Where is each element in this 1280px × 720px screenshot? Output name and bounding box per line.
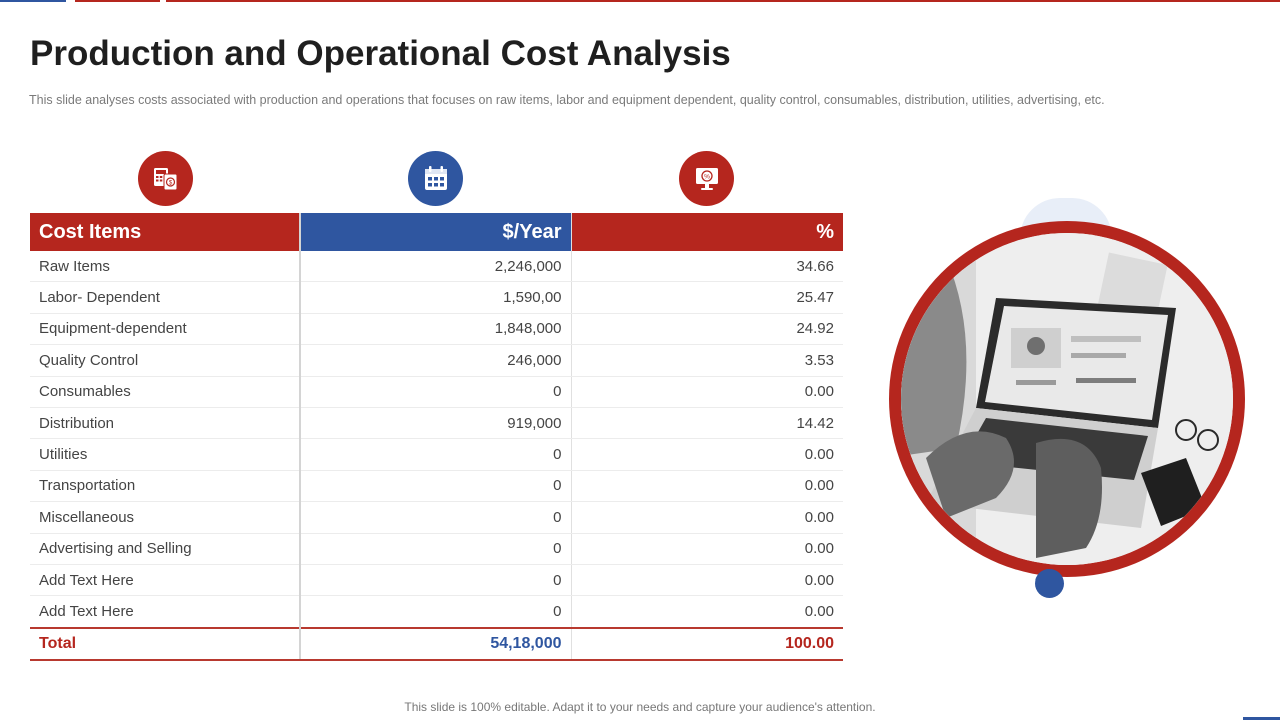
calculator-icon: $	[153, 167, 177, 190]
cost-year-value: 1,590,00	[300, 281, 572, 314]
cost-percent-value: 0.00	[571, 438, 843, 471]
cost-percent-value: 14.42	[571, 407, 843, 440]
cost-year-value: 1,848,000	[300, 313, 572, 346]
laptop-photo	[889, 221, 1245, 597]
header-percent: %	[571, 213, 843, 251]
top-bar-red-long	[166, 0, 1280, 2]
percent-monitor-icon-badge: %	[679, 151, 734, 206]
cost-item-label: Labor- Dependent	[30, 281, 301, 314]
cost-year-value: 0	[300, 564, 572, 597]
cost-item-label: Advertising and Selling	[30, 533, 301, 565]
cost-year-value: 0	[300, 470, 572, 503]
cost-table: Cost Items $/Year % Raw Items 2,246,000 34…	[30, 213, 843, 661]
top-accent-bars	[0, 0, 1280, 3]
cost-item-label: Consumables	[30, 376, 301, 408]
cost-percent-value: 0.00	[571, 533, 843, 565]
cost-year-value: 0	[300, 533, 572, 565]
page-title: Production and Operational Cost Analysis	[30, 34, 731, 73]
cost-item-label: Add Text Here	[30, 564, 301, 597]
svg-text:%: %	[704, 173, 710, 180]
header-cost-items: Cost Items	[30, 213, 301, 251]
table-row: Labor- Dependent 1,590,00 25.47	[30, 281, 843, 314]
table-row: Utilities 0 0.00	[30, 438, 843, 471]
calculator-icon-badge: $	[138, 151, 193, 206]
table-row: Add Text Here 0 0.00	[30, 595, 843, 629]
table-header-row: Cost Items $/Year %	[30, 213, 843, 251]
cost-year-value: 0	[300, 438, 572, 471]
cost-percent-value: 3.53	[571, 344, 843, 377]
cost-item-label: Utilities	[30, 438, 301, 471]
table-row: Equipment-dependent 1,848,000 24.92	[30, 313, 843, 346]
table-row: Consumables 0 0.00	[30, 376, 843, 408]
cost-item-label: Transportation	[30, 470, 301, 503]
cost-percent-value: 25.47	[571, 281, 843, 314]
cost-item-label: Raw Items	[30, 251, 301, 283]
cost-percent-value: 0.00	[571, 564, 843, 597]
percent-monitor-icon: %	[695, 167, 718, 190]
table-row: Quality Control 246,000 3.53	[30, 344, 843, 377]
top-bar-blue	[0, 0, 66, 2]
cost-percent-value: 0.00	[571, 595, 843, 629]
table-row: Advertising and Selling 0 0.00	[30, 533, 843, 565]
cost-item-label: Add Text Here	[30, 595, 301, 629]
total-label: Total	[30, 626, 301, 661]
cost-percent-value: 24.92	[571, 313, 843, 346]
cost-percent-value: 34.66	[571, 251, 843, 283]
cost-year-value: 919,000	[300, 407, 572, 440]
page-subtitle: This slide analyses costs associated wit…	[29, 93, 1105, 107]
cost-year-value: 0	[300, 376, 572, 408]
cost-item-label: Distribution	[30, 407, 301, 440]
cost-item-label: Equipment-dependent	[30, 313, 301, 346]
header-dollars-per-year: $/Year	[300, 213, 572, 251]
cost-item-label: Miscellaneous	[30, 501, 301, 534]
cost-item-label: Quality Control	[30, 344, 301, 377]
calendar-icon-badge	[408, 151, 463, 206]
photo-accent-dot	[1035, 569, 1064, 598]
table-row: Add Text Here 0 0.00	[30, 564, 843, 597]
svg-text:$: $	[168, 180, 172, 186]
table-total-row: Total 54,18,000 100.00	[30, 626, 843, 661]
cost-year-value: 246,000	[300, 344, 572, 377]
cost-year-value: 0	[300, 595, 572, 629]
cost-percent-value: 0.00	[571, 470, 843, 503]
cost-percent-value: 0.00	[571, 376, 843, 408]
table-row: Transportation 0 0.00	[30, 470, 843, 503]
cost-year-value: 2,246,000	[300, 251, 572, 283]
table-row: Distribution 919,000 14.42	[30, 407, 843, 440]
total-year: 54,18,000	[300, 626, 572, 661]
total-percent: 100.00	[571, 626, 843, 661]
bottom-right-bar	[1243, 717, 1280, 720]
footer-note: This slide is 100% editable. Adapt it to…	[404, 700, 876, 714]
top-bar-red-short	[75, 0, 160, 2]
table-row: Raw Items 2,246,000 34.66	[30, 251, 843, 283]
cost-percent-value: 0.00	[571, 501, 843, 534]
cost-year-value: 0	[300, 501, 572, 534]
calendar-icon	[424, 165, 447, 190]
table-row: Miscellaneous 0 0.00	[30, 501, 843, 534]
laptop-photo-frame	[886, 218, 1248, 597]
